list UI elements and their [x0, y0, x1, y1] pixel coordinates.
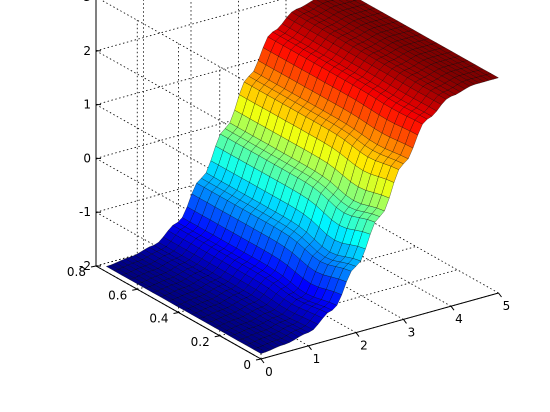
y-tick-label: 0.2 [191, 335, 210, 349]
surface-layer [105, 0, 499, 354]
x-axis-line [260, 292, 499, 360]
z-tick-label: 3 [83, 0, 91, 4]
y-tick-label: 0.4 [149, 312, 168, 326]
z-tick-label: 1 [83, 98, 91, 112]
y-tick-label: 0.6 [108, 288, 127, 302]
y-tick-mark [255, 358, 262, 361]
x-tick-label: 3 [408, 325, 416, 339]
x-tick-mark [308, 345, 312, 351]
x-tick-label: 2 [360, 339, 368, 353]
x-tick-label: 5 [503, 299, 511, 313]
z-tick-label: 2 [83, 44, 91, 58]
x-tick-mark [403, 319, 407, 324]
z-tick-label: -1 [79, 205, 91, 219]
y-tick-mark [90, 265, 97, 268]
y-tick-mark [173, 312, 179, 314]
y-tick-mark [132, 288, 138, 291]
y-tick-mark [214, 335, 220, 338]
surface-patch [485, 73, 499, 80]
grid-line [95, 0, 281, 52]
x-tick-label: 4 [455, 312, 463, 326]
z-tick-label: 0 [83, 151, 91, 165]
tick-labels: 0 1 2 3 4 5 0 0.2 0.4 0.6 0.8-2 -1 0 1 2 3 [67, 0, 510, 379]
axis-layer [90, 0, 502, 364]
x-tick-label: 0 [265, 365, 273, 379]
y-tick-label: 0.8 [67, 265, 86, 279]
x-tick-mark [260, 358, 265, 364]
z-tick-label: -2 [79, 259, 91, 273]
x-tick-mark [498, 292, 502, 298]
x-tick-mark [450, 305, 455, 311]
x-tick-label: 1 [313, 352, 321, 366]
y-tick-label: 0 [243, 358, 251, 372]
x-tick-mark [355, 332, 360, 337]
